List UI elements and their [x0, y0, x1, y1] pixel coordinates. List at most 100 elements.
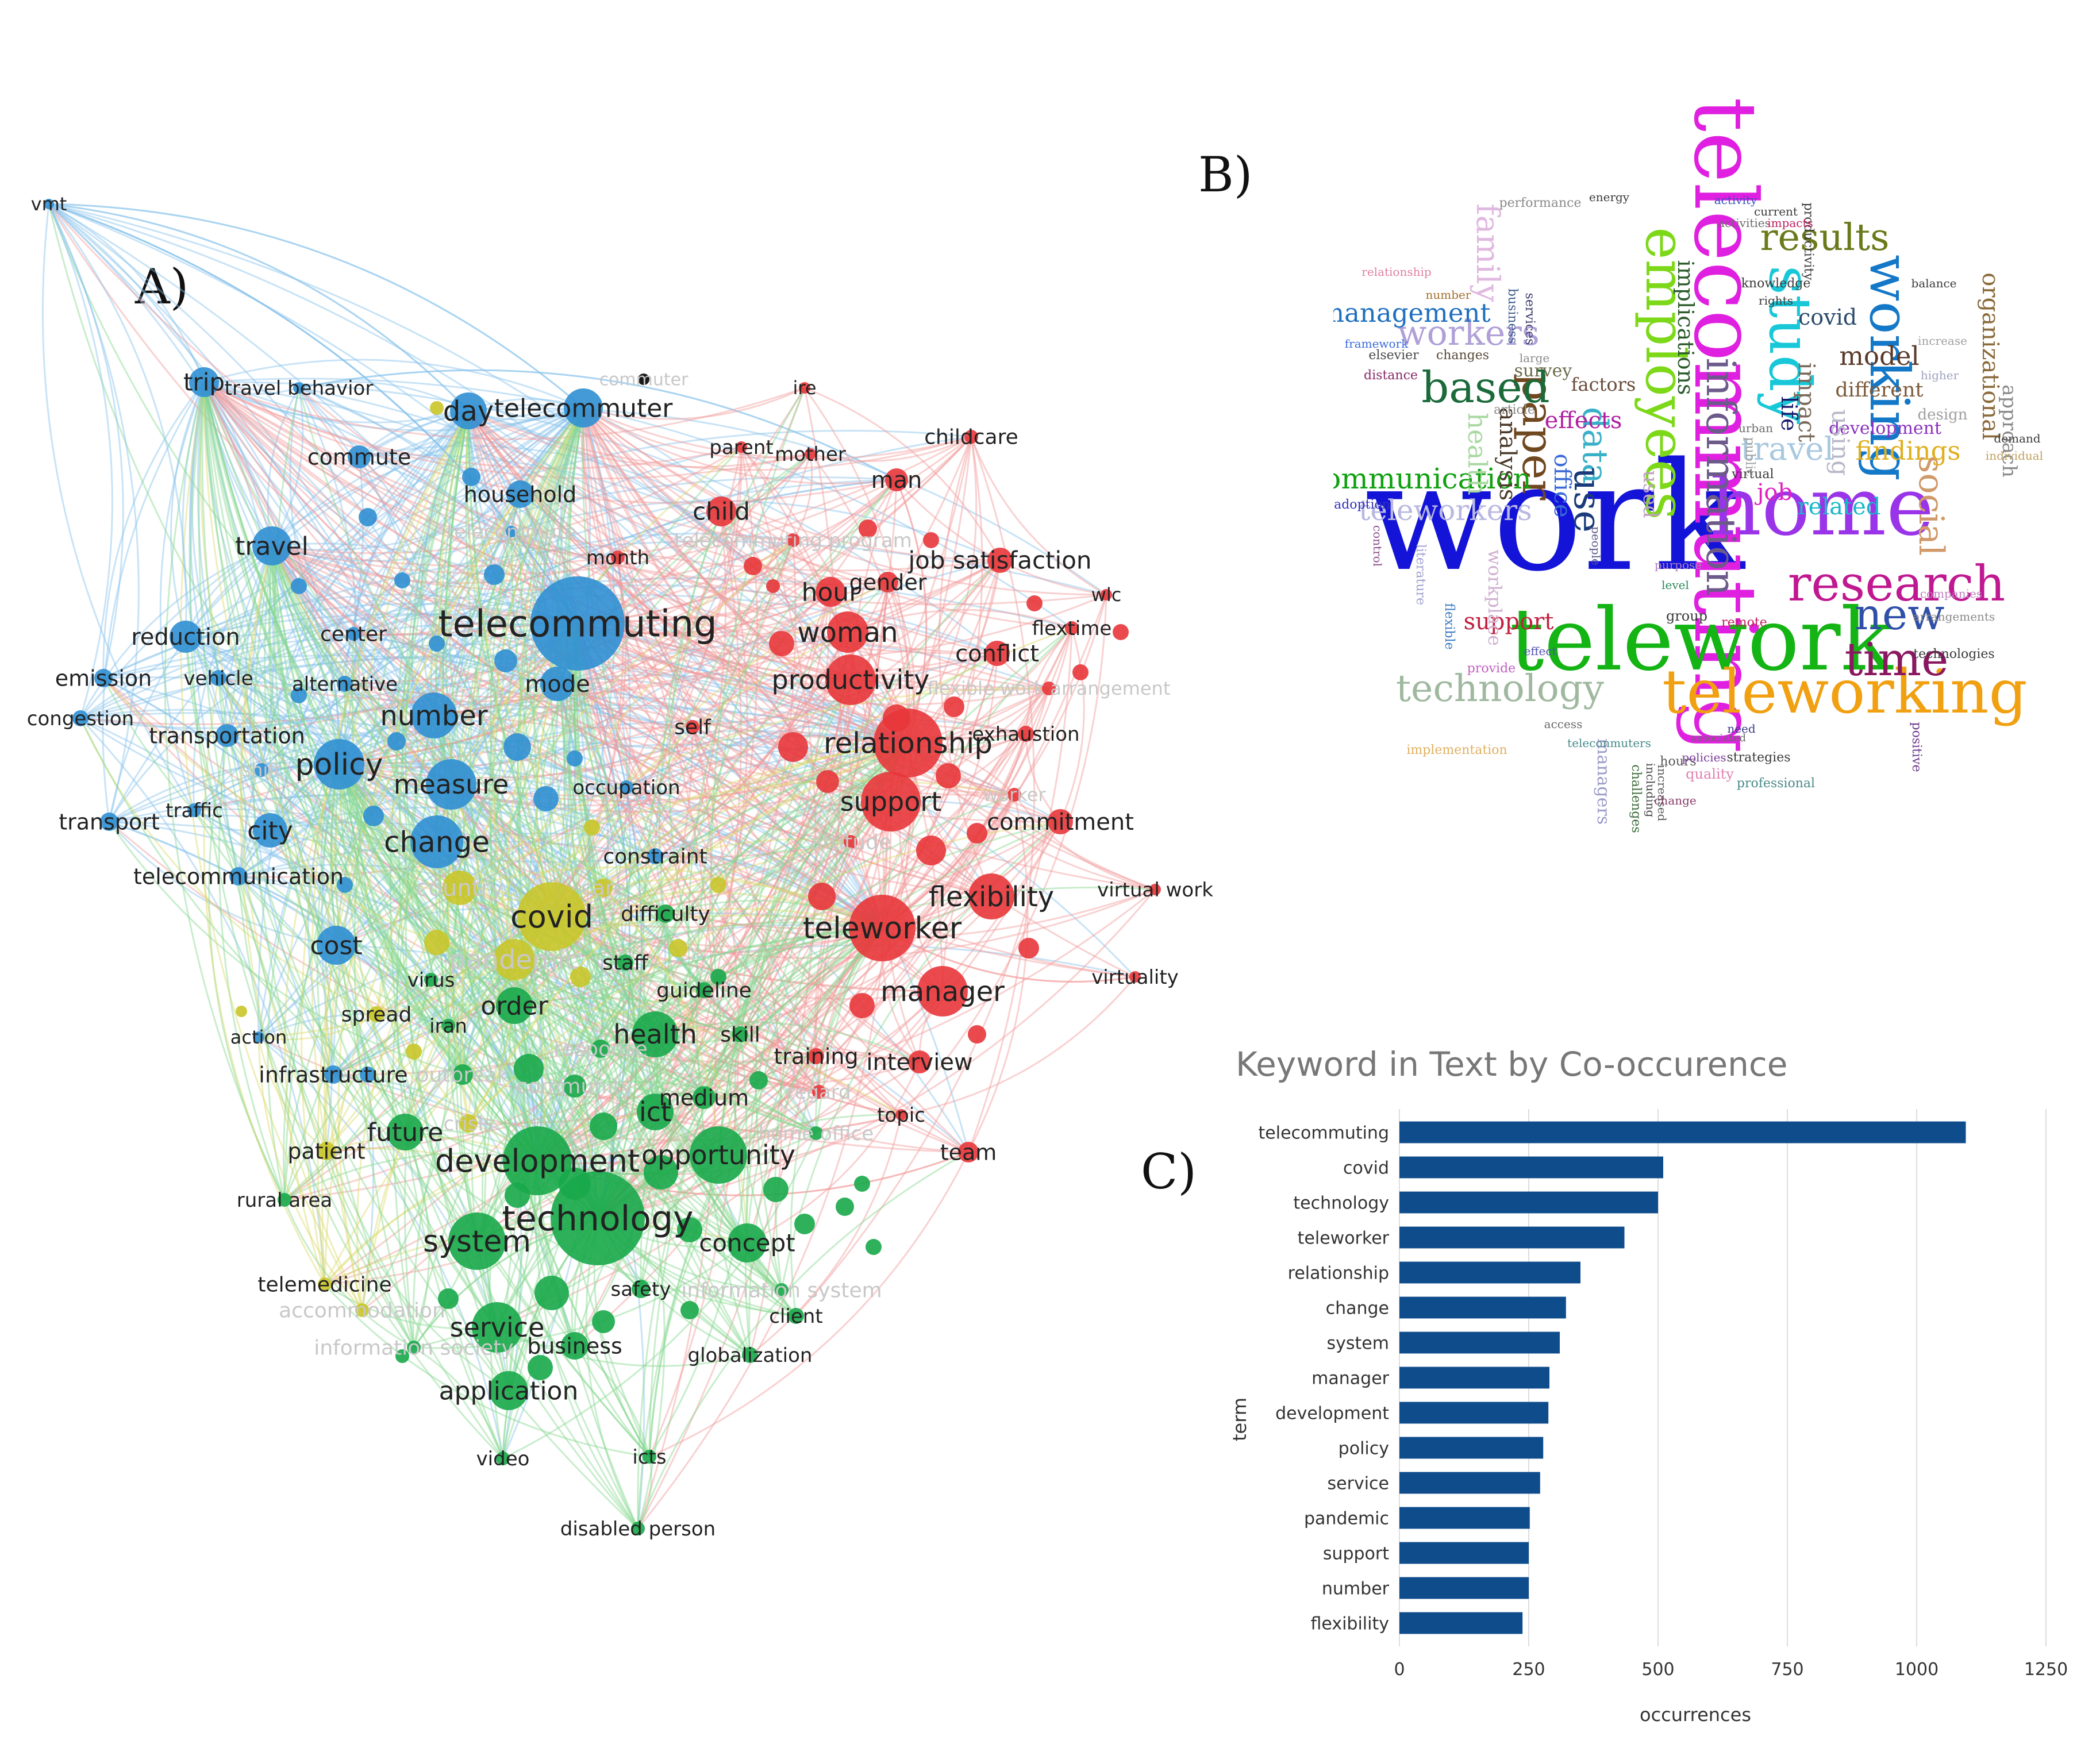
network-edge: [203, 382, 340, 765]
word-number: number: [1426, 288, 1471, 302]
node-city: [253, 813, 287, 848]
network-edge: [459, 687, 1049, 889]
network-edge: [203, 381, 851, 681]
network-edge: [413, 1242, 748, 1349]
node-skill: [732, 1026, 748, 1042]
network-edge: [721, 510, 832, 592]
network-edge: [582, 407, 1049, 690]
network-edge: [191, 382, 263, 771]
network-edge: [468, 410, 852, 680]
node-label-client: client: [769, 1305, 822, 1328]
network-edge: [332, 800, 891, 1076]
bar-pandemic: [1399, 1507, 1530, 1529]
network-edge: [271, 545, 883, 929]
network-edge: [582, 407, 998, 655]
word-home: home: [1710, 460, 1934, 554]
network-edge: [582, 407, 851, 681]
chart-x-tick-labels: 0 250 500 750 1000 1250: [1394, 1660, 2068, 1680]
network-edge: [325, 407, 584, 1152]
node-child: [706, 496, 736, 526]
node-label-reduction: reduction: [131, 624, 240, 650]
node-label-difficulty: difficulty: [621, 903, 710, 926]
network-node: [534, 1276, 569, 1310]
word-positive: positive: [1909, 722, 1924, 772]
network-edge: [537, 1055, 817, 1162]
network-edge: [551, 446, 743, 917]
network-edge: [717, 559, 1001, 1156]
network-edge: [582, 407, 891, 803]
network-edge: [433, 530, 513, 716]
network-edge: [582, 407, 817, 1134]
network-edge: [537, 990, 944, 1162]
network-edge: [226, 622, 578, 737]
network-edge: [79, 407, 584, 719]
network-edge: [103, 677, 656, 1035]
network-edge: [576, 623, 820, 1093]
node-label-telecommuter: telecommuter: [494, 394, 674, 423]
node-label-attitude: attitude: [810, 831, 891, 854]
network-edge: [574, 511, 727, 1087]
network-edge: [170, 382, 205, 637]
network-edge: [237, 407, 584, 877]
node-label-virus: virus: [407, 969, 455, 992]
network-edge: [182, 382, 228, 736]
network-edge: [739, 742, 909, 1035]
network-edge: [271, 479, 897, 575]
network-edge: [599, 742, 909, 1049]
network-edge: [324, 742, 909, 1285]
node-telecommunication: [229, 867, 248, 886]
network-edge: [576, 623, 705, 991]
network-edge: [203, 382, 470, 1124]
network-edge: [537, 1055, 817, 1162]
network-edge: [739, 742, 909, 1035]
node-ict: [637, 1094, 674, 1130]
network-edge: [403, 623, 579, 1348]
network-edge: [271, 545, 851, 843]
network-edge: [396, 410, 470, 980]
network-edge: [551, 821, 1061, 928]
category-label-relationship: relationship: [1288, 1264, 1389, 1284]
network-edge: [433, 407, 584, 716]
network-edge: [597, 895, 992, 1219]
network-edge: [597, 653, 998, 1219]
network-edge: [258, 1013, 377, 1041]
node-commute: [348, 445, 371, 468]
network-edge: [576, 623, 817, 1134]
network-edge: [274, 387, 406, 1133]
network-edge: [804, 387, 1001, 561]
network-edge: [48, 203, 892, 802]
network-edge: [574, 927, 883, 1346]
network-edge: [576, 623, 643, 1219]
network-edge: [203, 382, 449, 1026]
node-order: [496, 987, 533, 1024]
network-edge: [298, 369, 897, 481]
node-transportation: [216, 724, 239, 747]
network-edge: [404, 407, 591, 1133]
network-edge: [518, 494, 797, 1316]
node-label-globalization: globalization: [688, 1344, 813, 1367]
network-edge: [102, 677, 552, 918]
network-edge: [442, 410, 651, 1457]
word-health: health: [1462, 413, 1493, 495]
node-interview: [908, 1050, 931, 1073]
network-edge: [375, 446, 742, 1015]
network-edge: [551, 687, 1050, 918]
network-edge: [583, 407, 811, 459]
network-edge: [359, 454, 831, 593]
node-label-telecommuting: telecommuting: [438, 603, 717, 645]
network-edge: [217, 677, 820, 1093]
network-edge: [631, 856, 656, 1112]
node-label-action: action: [230, 1026, 287, 1048]
node-development: [503, 1126, 572, 1195]
node-label-health: health: [613, 1019, 697, 1050]
word-time: time: [1845, 633, 1949, 686]
node-label-home-office: home office: [759, 1122, 874, 1145]
network-edge: [260, 769, 820, 1093]
network-edge: [467, 410, 1049, 690]
network-edge: [222, 545, 273, 877]
network-edge: [577, 479, 898, 625]
network-edge: [245, 545, 273, 771]
node-home-office: [809, 1126, 823, 1140]
network-edge: [198, 382, 504, 1459]
network-edge: [218, 677, 627, 791]
